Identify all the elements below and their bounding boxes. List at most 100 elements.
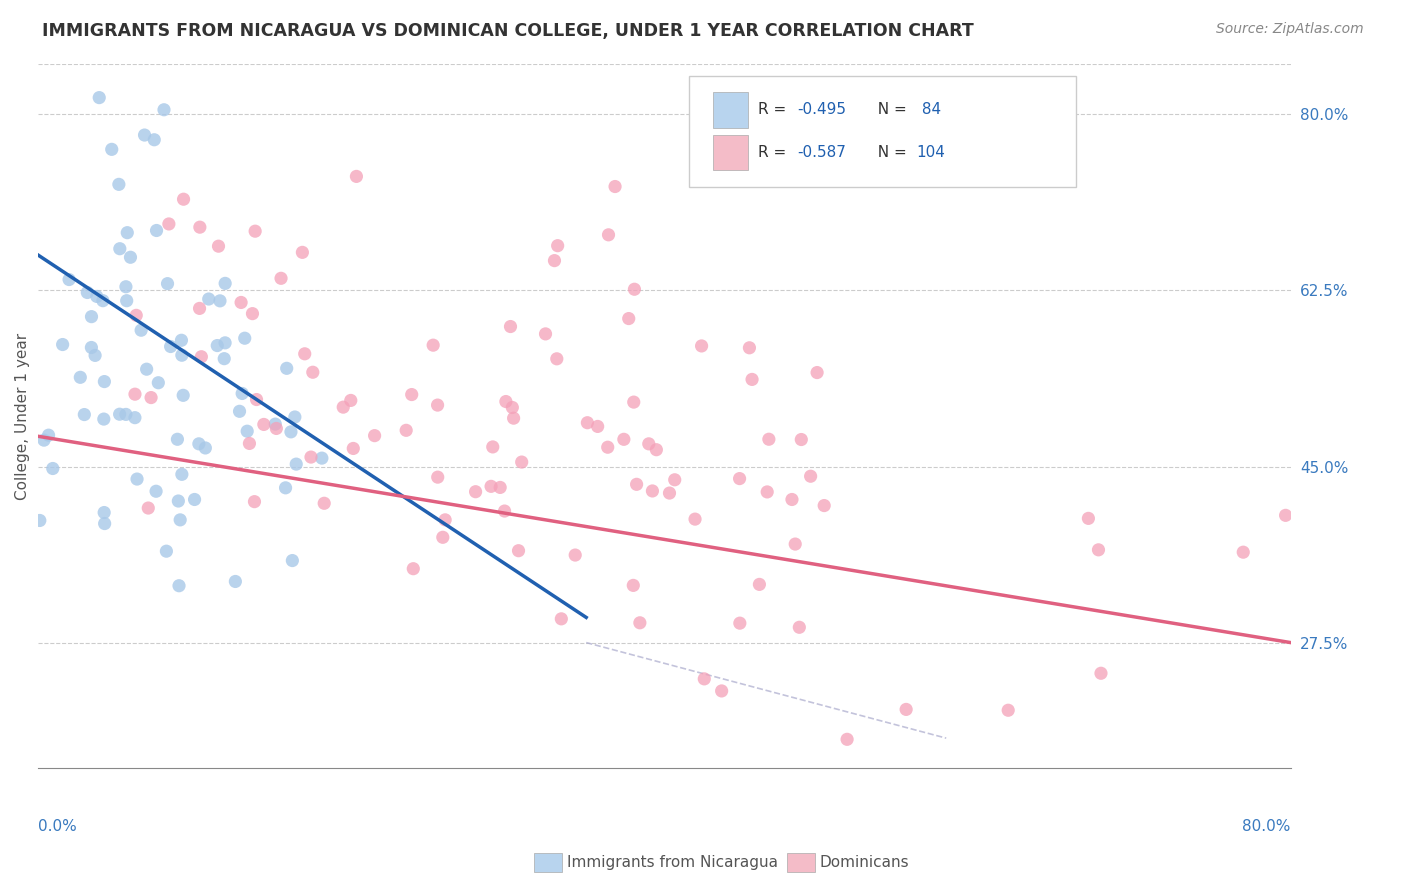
Point xyxy=(28,513,51,527)
Text: Dominicans: Dominicans xyxy=(820,855,910,870)
Point xyxy=(38,428,60,442)
Point xyxy=(664,473,686,487)
Point xyxy=(69,370,91,384)
Point xyxy=(314,496,336,510)
Point xyxy=(274,481,297,495)
Point xyxy=(835,732,858,747)
Text: 0.0%: 0.0% xyxy=(38,819,77,834)
Text: Immigrants from Nicaragua: Immigrants from Nicaragua xyxy=(567,855,778,870)
Point xyxy=(613,433,636,447)
Point xyxy=(42,461,65,475)
Point xyxy=(738,341,761,355)
Point xyxy=(145,484,167,499)
Point xyxy=(510,455,533,469)
Point xyxy=(464,484,486,499)
Point xyxy=(124,410,146,425)
Text: N =: N = xyxy=(868,103,911,117)
Point xyxy=(546,351,568,366)
Point xyxy=(748,577,770,591)
Point xyxy=(628,615,651,630)
Point xyxy=(623,282,645,296)
Point xyxy=(690,339,713,353)
Point xyxy=(153,103,176,117)
Point xyxy=(401,387,423,401)
Point xyxy=(145,223,167,237)
Point xyxy=(120,250,142,264)
Point xyxy=(155,544,177,558)
Point xyxy=(188,220,211,235)
Point xyxy=(143,133,166,147)
Y-axis label: College, Under 1 year: College, Under 1 year xyxy=(15,333,30,500)
Text: R =: R = xyxy=(758,103,792,117)
Point xyxy=(108,178,131,192)
Point xyxy=(207,338,229,352)
Point xyxy=(166,432,188,446)
Point xyxy=(1090,666,1112,681)
Text: 104: 104 xyxy=(917,145,946,160)
Point xyxy=(543,253,565,268)
Point xyxy=(58,272,80,286)
Point xyxy=(1087,542,1109,557)
Point xyxy=(658,486,681,500)
Point xyxy=(800,469,823,483)
Point xyxy=(173,192,195,206)
Point xyxy=(621,578,644,592)
Point xyxy=(136,501,159,516)
Point xyxy=(299,450,322,464)
Point xyxy=(236,424,259,438)
Point xyxy=(148,376,170,390)
Point xyxy=(363,428,385,442)
Point xyxy=(243,494,266,508)
Point xyxy=(710,684,733,698)
Point xyxy=(596,440,619,454)
Point xyxy=(115,293,138,308)
Point xyxy=(342,442,364,456)
Point xyxy=(115,408,138,422)
Point xyxy=(108,407,131,421)
Point xyxy=(139,391,162,405)
Point xyxy=(728,616,751,631)
Point xyxy=(494,504,516,518)
Point xyxy=(108,242,131,256)
Point xyxy=(741,372,763,386)
Point xyxy=(214,335,236,350)
Point xyxy=(231,386,253,401)
Point xyxy=(598,227,620,242)
Point xyxy=(894,702,917,716)
Point xyxy=(73,408,96,422)
Point xyxy=(758,432,780,446)
Text: N =: N = xyxy=(868,145,911,160)
Point xyxy=(550,612,572,626)
Point xyxy=(683,512,706,526)
Point xyxy=(1077,511,1099,525)
Point xyxy=(1232,545,1254,559)
Point xyxy=(93,412,115,426)
Point xyxy=(489,480,512,494)
Text: 80.0%: 80.0% xyxy=(1243,819,1291,834)
Point xyxy=(207,239,229,253)
Point xyxy=(242,307,264,321)
Point xyxy=(110,37,132,51)
Point xyxy=(728,472,751,486)
Point xyxy=(332,400,354,414)
Point xyxy=(183,492,205,507)
Text: Source: ZipAtlas.com: Source: ZipAtlas.com xyxy=(1216,22,1364,37)
Point xyxy=(756,484,779,499)
Point xyxy=(125,472,148,486)
Point xyxy=(253,417,276,432)
Point xyxy=(284,409,307,424)
Point xyxy=(534,326,557,341)
Point xyxy=(270,271,292,285)
Point xyxy=(617,311,640,326)
Point xyxy=(124,387,146,401)
Point xyxy=(495,394,517,409)
Point xyxy=(266,421,288,435)
Point xyxy=(301,365,323,379)
Point xyxy=(294,347,316,361)
Point xyxy=(115,279,138,293)
Point xyxy=(344,169,367,184)
Point xyxy=(626,477,648,491)
Point xyxy=(93,506,115,520)
Point xyxy=(434,513,457,527)
Point xyxy=(785,537,807,551)
